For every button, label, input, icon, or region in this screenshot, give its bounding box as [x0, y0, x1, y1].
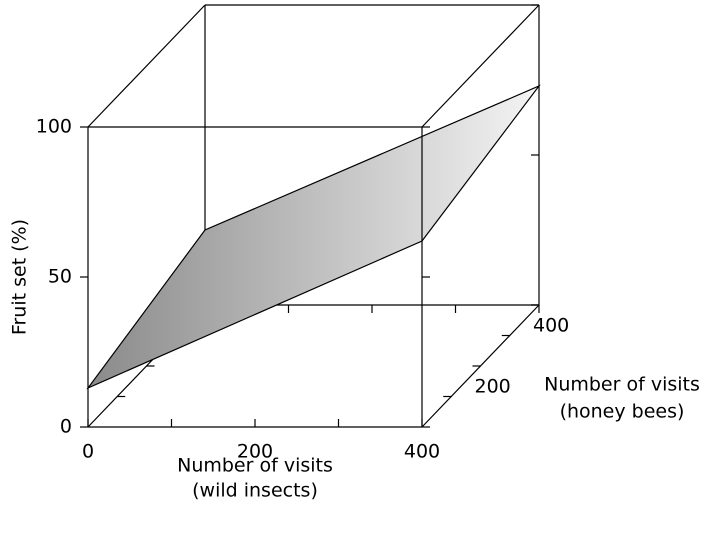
y-axis-label: (honey bees)	[560, 401, 685, 423]
box-edge	[87, 4, 206, 128]
surface-layer	[86, 84, 541, 390]
front-layer: 0 50 100 0 200 400 200 400 Number of visits (wild…	[9, 4, 700, 502]
y-tick-label: 400	[533, 315, 569, 337]
z-tick-label: 0	[60, 416, 72, 438]
x-tick-label: 0	[82, 441, 94, 463]
surface	[86, 84, 541, 390]
z-tick-label: 100	[36, 116, 72, 138]
x-axis-label: (wild insects)	[192, 480, 318, 502]
z-axis-label: Fruit set (%)	[9, 219, 31, 335]
x-tick-label: 200	[237, 441, 273, 463]
box-edge	[421, 4, 540, 128]
y-tick-label: 200	[475, 376, 511, 398]
x-axis-label: Number of visits	[177, 455, 333, 477]
z-tick-label: 50	[48, 266, 72, 288]
x-tick-label: 400	[404, 441, 440, 463]
y-axis-label: Number of visits	[544, 374, 700, 396]
